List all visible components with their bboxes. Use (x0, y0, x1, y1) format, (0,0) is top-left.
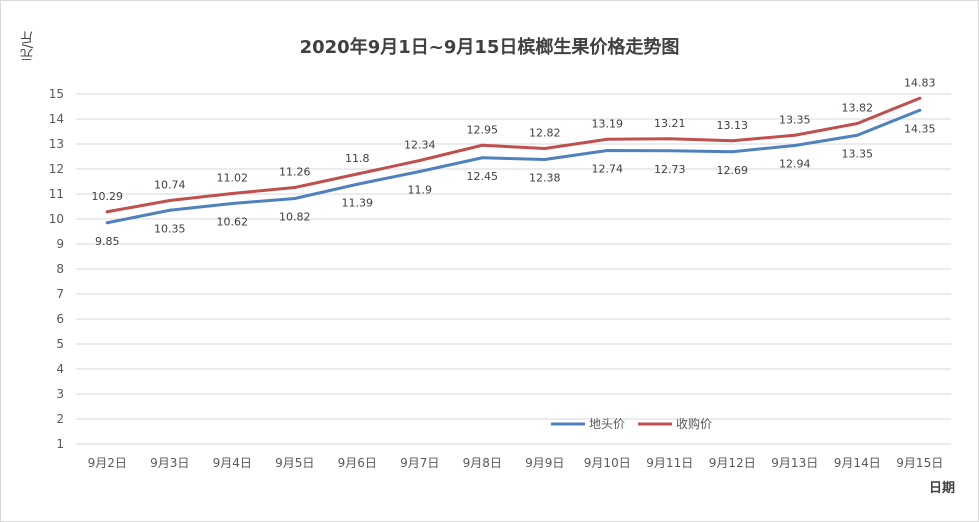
y-tick-label: 1 (56, 437, 64, 451)
data-label: 10.62 (217, 216, 249, 229)
y-tick-label: 6 (56, 312, 64, 326)
x-tick-label: 9月3日 (150, 456, 189, 470)
legend-label: 收购价 (676, 416, 712, 431)
data-point (230, 192, 234, 195)
data-point (668, 137, 672, 141)
data-label: 12.45 (467, 170, 499, 183)
y-tick-label: 3 (56, 387, 64, 401)
data-point (105, 210, 109, 214)
data-point (168, 208, 172, 212)
data-label: 11.02 (217, 172, 249, 185)
series-line-1 (105, 96, 922, 214)
data-point (105, 221, 109, 225)
data-point (668, 149, 672, 153)
x-tick-label: 9月14日 (834, 456, 881, 470)
data-label: 12.69 (717, 164, 749, 177)
data-label: 12.38 (529, 172, 561, 185)
data-point (855, 133, 859, 137)
data-label: 9.85 (95, 235, 120, 248)
data-point (730, 139, 734, 143)
data-point (543, 147, 547, 150)
y-tick-label: 10 (49, 212, 64, 226)
data-label: 14.35 (904, 122, 936, 135)
y-tick-label: 14 (49, 112, 64, 126)
data-point (918, 96, 922, 100)
data-label: 12.34 (404, 139, 436, 152)
data-point (480, 143, 484, 147)
x-axis-unit: 日期 (929, 481, 956, 496)
data-point (730, 150, 734, 154)
y-tick-label: 12 (49, 162, 64, 176)
x-tick-label: 9月6日 (338, 456, 377, 470)
data-label: 14.83 (904, 76, 936, 89)
y-tick-label: 15 (49, 87, 64, 101)
data-label: 13.82 (842, 102, 874, 115)
y-tick-label: 11 (49, 187, 64, 201)
data-point (480, 156, 484, 160)
data-label: 12.74 (592, 163, 624, 176)
data-label: 11.9 (408, 184, 433, 197)
data-point (793, 144, 797, 147)
data-point (355, 172, 359, 176)
data-point (605, 149, 609, 152)
x-tick-label: 9月11日 (646, 456, 693, 470)
y-tick-label: 5 (56, 337, 64, 351)
x-tick-label: 9月7日 (400, 456, 439, 470)
data-label: 11.39 (342, 196, 374, 209)
data-point (918, 108, 922, 112)
data-label: 13.35 (842, 147, 874, 160)
data-point (793, 133, 797, 137)
data-label: 13.35 (779, 113, 811, 126)
data-label: 12.95 (467, 123, 499, 136)
x-tick-label: 9月12日 (709, 456, 756, 470)
y-tick-label: 9 (56, 237, 64, 251)
data-label: 13.21 (654, 117, 686, 130)
y-tick-label: 2 (56, 412, 64, 426)
x-tick-label: 9月13日 (771, 456, 818, 470)
data-point (230, 202, 234, 205)
x-tick-label: 9月9日 (525, 456, 564, 470)
x-tick-label: 9月10日 (584, 456, 631, 470)
series-line-0 (105, 108, 922, 225)
data-point (418, 159, 422, 162)
data-point (293, 197, 297, 200)
data-point (855, 122, 859, 125)
x-tick-label: 9月4日 (213, 456, 252, 470)
data-label: 11.26 (279, 166, 311, 179)
data-point (543, 158, 547, 161)
y-tick-label: 13 (49, 137, 64, 151)
legend-label: 地头价 (589, 417, 625, 431)
data-label: 12.82 (529, 127, 561, 140)
data-label: 13.13 (717, 119, 749, 132)
data-label: 12.94 (779, 158, 811, 171)
data-point (168, 199, 172, 202)
chart-title: 2020年9月1日~9月15日槟榔生果价格走势图 (299, 37, 680, 58)
data-point (605, 137, 609, 141)
x-tick-label: 9月5日 (275, 456, 314, 470)
data-point (418, 170, 422, 173)
data-label: 10.29 (92, 190, 124, 203)
y-tick-label: 8 (56, 262, 64, 276)
y-tick-label: 4 (56, 362, 64, 376)
data-point (293, 186, 297, 189)
data-label: 12.73 (654, 163, 686, 176)
data-label: 10.35 (154, 222, 186, 235)
data-point (355, 182, 359, 186)
x-tick-label: 9月15日 (896, 456, 943, 470)
y-tick-label: 7 (56, 287, 64, 301)
data-label: 10.82 (279, 211, 311, 224)
data-label: 13.19 (592, 117, 624, 130)
x-tick-label: 9月2日 (88, 456, 127, 470)
x-tick-label: 9月8日 (463, 456, 502, 470)
data-label: 11.8 (345, 152, 370, 165)
data-label: 10.74 (154, 179, 186, 192)
